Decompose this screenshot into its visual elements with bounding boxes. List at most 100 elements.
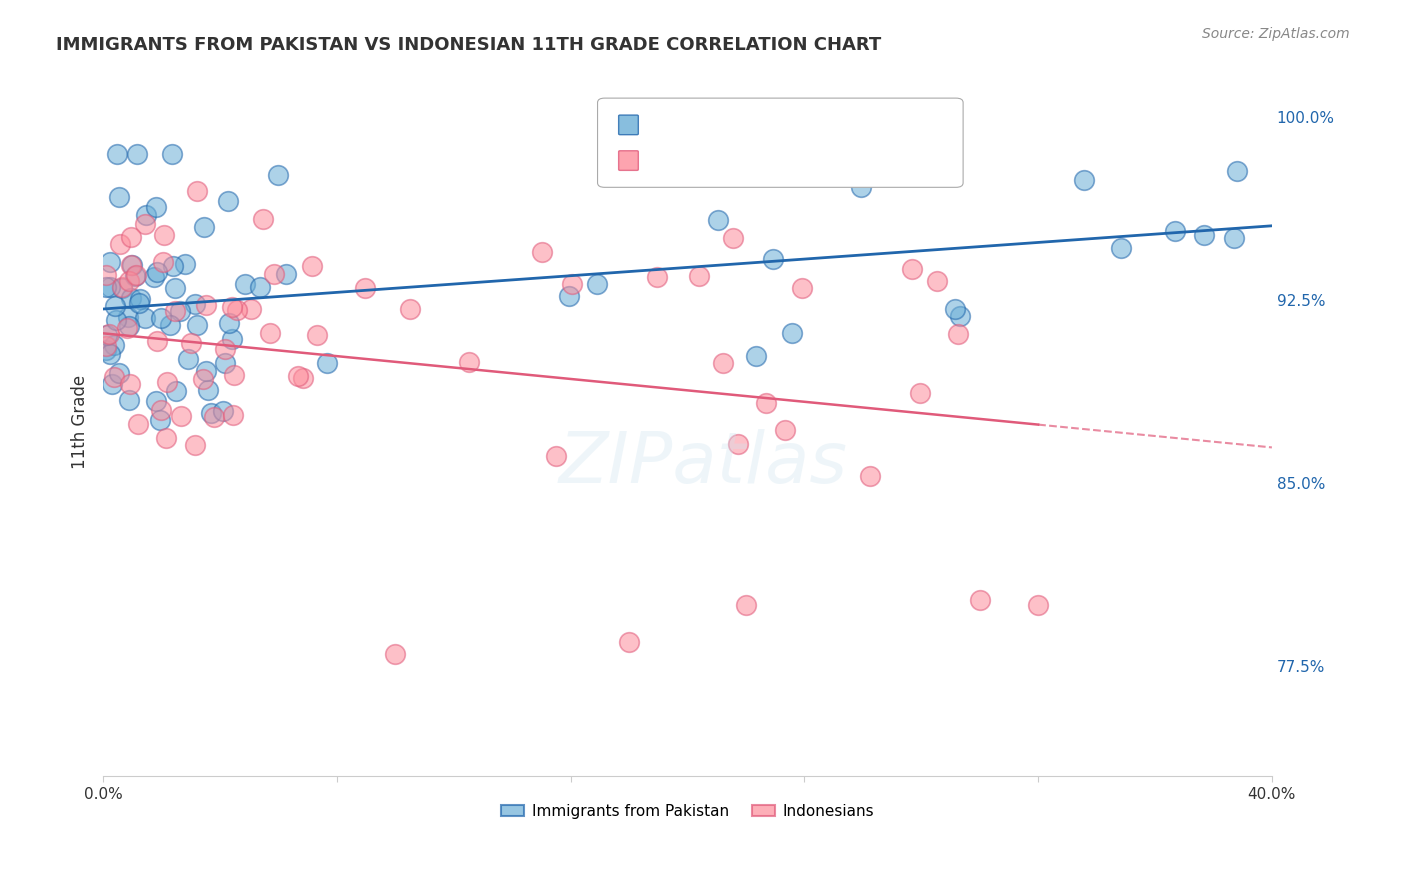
Point [384, 647, 406, 661]
Point [711, 356, 734, 370]
Point [94, 343, 117, 358]
Point [221, 300, 243, 314]
Point [193, 220, 215, 235]
Point [165, 304, 187, 318]
Point [1223, 231, 1246, 245]
Point [946, 327, 969, 342]
Point [233, 277, 256, 291]
Point [186, 318, 208, 332]
Point [773, 423, 796, 437]
Point [118, 319, 141, 334]
Text: IMMIGRANTS FROM PAKISTAN VS INDONESIAN 11TH GRADE CORRELATION CHART: IMMIGRANTS FROM PAKISTAN VS INDONESIAN 1… [56, 36, 882, 54]
Point [145, 394, 167, 409]
Point [316, 356, 339, 370]
Point [901, 262, 924, 277]
Point [399, 301, 422, 316]
Point [905, 156, 928, 170]
Point [949, 309, 972, 323]
Point [249, 279, 271, 293]
Point [118, 392, 141, 407]
Point [1073, 172, 1095, 186]
Point [98, 347, 121, 361]
Point [301, 259, 323, 273]
Point [274, 267, 297, 281]
Point [1026, 599, 1049, 613]
Point [159, 318, 181, 332]
Point [120, 291, 142, 305]
Point [222, 368, 245, 382]
Point [120, 230, 142, 244]
Point [135, 209, 157, 223]
Point [115, 321, 138, 335]
Point [176, 351, 198, 366]
Point [145, 200, 167, 214]
Point [191, 372, 214, 386]
Point [558, 288, 581, 302]
Point [125, 268, 148, 282]
Point [706, 212, 728, 227]
Point [221, 408, 243, 422]
Point [96, 339, 118, 353]
Point [111, 280, 134, 294]
Point [152, 255, 174, 269]
Point [120, 258, 142, 272]
Point [156, 375, 179, 389]
Point [851, 180, 873, 194]
Point [780, 326, 803, 341]
Point [166, 384, 188, 398]
Point [155, 431, 177, 445]
Point [354, 281, 377, 295]
Point [291, 370, 314, 384]
Point [111, 280, 134, 294]
Point [263, 267, 285, 281]
Y-axis label: 11th Grade: 11th Grade [72, 376, 89, 469]
Point [150, 311, 173, 326]
Point [744, 349, 766, 363]
Point [105, 147, 128, 161]
Point [127, 147, 149, 161]
Point [118, 274, 141, 288]
Point [259, 326, 281, 341]
Point [169, 304, 191, 318]
Point [107, 842, 129, 856]
Point [98, 327, 121, 342]
Point [688, 269, 710, 284]
Point [152, 228, 174, 243]
Point [214, 342, 236, 356]
Point [908, 385, 931, 400]
Point [194, 363, 217, 377]
Point [180, 335, 202, 350]
Point [943, 301, 966, 316]
Point [858, 469, 880, 483]
Point [727, 437, 749, 451]
Point [163, 281, 186, 295]
Point [969, 593, 991, 607]
Point [217, 194, 239, 208]
Point [267, 168, 290, 182]
Point [287, 368, 309, 383]
Point [98, 254, 121, 268]
Point [134, 217, 156, 231]
Point [1226, 164, 1249, 178]
Point [118, 377, 141, 392]
Point [252, 211, 274, 226]
Point [162, 147, 184, 161]
Point [211, 404, 233, 418]
Point [124, 269, 146, 284]
Point [128, 296, 150, 310]
Point [531, 244, 554, 259]
Point [792, 281, 814, 295]
Legend: Immigrants from Pakistan, Indonesians: Immigrants from Pakistan, Indonesians [495, 798, 880, 825]
Point [184, 438, 207, 452]
Text: R = -0.163   N = 66: R = -0.163 N = 66 [640, 150, 803, 168]
Point [1109, 241, 1132, 255]
Point [98, 280, 121, 294]
Point [108, 367, 131, 381]
Point [762, 252, 785, 267]
Point [101, 376, 124, 391]
Point [544, 449, 567, 463]
Point [149, 412, 172, 426]
Point [221, 332, 243, 346]
Point [1163, 224, 1185, 238]
Point [218, 316, 240, 330]
